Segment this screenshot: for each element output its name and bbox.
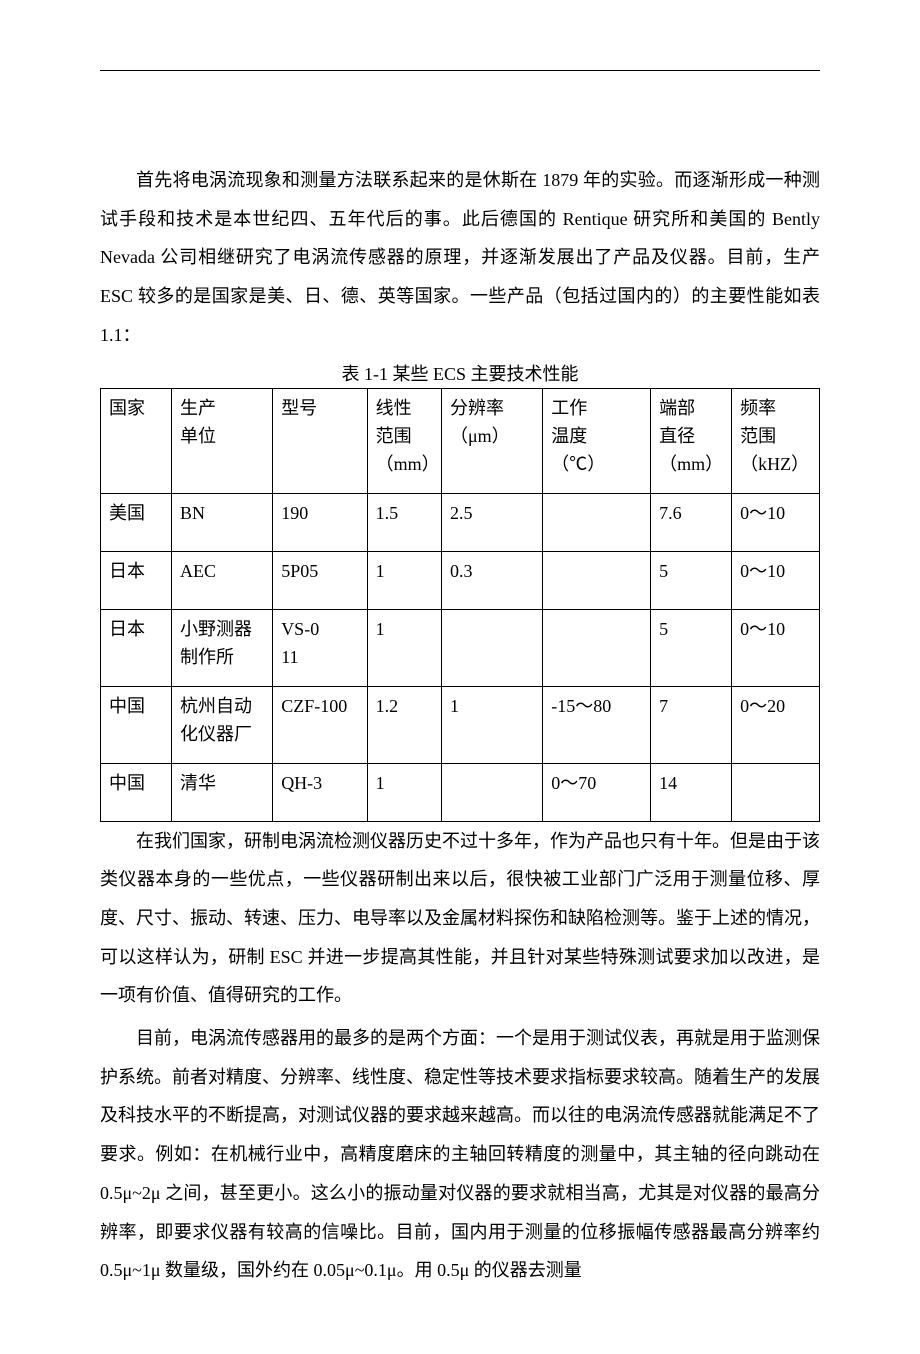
cell-temp [543, 494, 651, 552]
col-header-country: 国家 [101, 389, 172, 494]
table-header-row: 国家生产单位型号线性范围（mm）分辨率（μm）工作温度（℃）端部直径（mm）频率… [101, 389, 820, 494]
cell-range: 1 [367, 763, 441, 821]
table-row: 日本AEC5P0510.3 50～10 [101, 552, 820, 610]
col-header-range: 线性范围（mm） [367, 389, 441, 494]
table-header: 国家生产单位型号线性范围（mm）分辨率（μm）工作温度（℃）端部直径（mm）频率… [101, 389, 820, 494]
cell-tip: 5 [651, 610, 732, 687]
cell-res [442, 610, 543, 687]
col-header-tip: 端部直径（mm） [651, 389, 732, 494]
cell-model: QH-3 [273, 763, 367, 821]
col-header-model: 型号 [273, 389, 367, 494]
cell-temp [543, 610, 651, 687]
cell-country: 中国 [101, 763, 172, 821]
cell-tip: 14 [651, 763, 732, 821]
cell-temp: -15～80 [543, 686, 651, 763]
header-rule [100, 70, 820, 71]
cell-mfr: AEC [172, 552, 273, 610]
cell-res: 0.3 [442, 552, 543, 610]
table-caption: 表 1-1 某些 ECS 主要技术性能 [100, 360, 820, 386]
cell-range: 1 [367, 552, 441, 610]
ecs-spec-table: 国家生产单位型号线性范围（mm）分辨率（μm）工作温度（℃）端部直径（mm）频率… [100, 388, 820, 821]
table-row: 中国清华QH-31 0～7014 [101, 763, 820, 821]
cell-freq [732, 763, 820, 821]
cell-model: CZF-100 [273, 686, 367, 763]
cell-tip: 7 [651, 686, 732, 763]
table-row: 日本小野测器制作所VS-0111 50～10 [101, 610, 820, 687]
cell-freq: 0～10 [732, 552, 820, 610]
cell-range: 1.5 [367, 494, 441, 552]
table-row: 中国杭州自动化仪器厂CZF-1001.21-15～8070～20 [101, 686, 820, 763]
paragraph-2: 在我们国家，研制电涡流检测仪器历史不过十多年，作为产品也只有十年。但是由于该类仪… [100, 822, 820, 1015]
cell-freq: 0～10 [732, 494, 820, 552]
cell-res [442, 763, 543, 821]
paragraph-3: 目前，电涡流传感器用的最多的是两个方面：一个是用于测试仪表，再就是用于监测保护系… [100, 1019, 820, 1290]
cell-range: 1 [367, 610, 441, 687]
cell-country: 日本 [101, 610, 172, 687]
cell-freq: 0～10 [732, 610, 820, 687]
cell-res: 2.5 [442, 494, 543, 552]
col-header-temp: 工作温度（℃） [543, 389, 651, 494]
col-header-res: 分辨率（μm） [442, 389, 543, 494]
cell-mfr: BN [172, 494, 273, 552]
cell-tip: 7.6 [651, 494, 732, 552]
cell-mfr: 杭州自动化仪器厂 [172, 686, 273, 763]
paragraph-1: 首先将电涡流现象和测量方法联系起来的是休斯在 1879 年的实验。而逐渐形成一种… [100, 161, 820, 354]
cell-temp [543, 552, 651, 610]
cell-range: 1.2 [367, 686, 441, 763]
col-header-mfr: 生产单位 [172, 389, 273, 494]
cell-res: 1 [442, 686, 543, 763]
cell-model: 190 [273, 494, 367, 552]
cell-model: 5P05 [273, 552, 367, 610]
cell-mfr: 清华 [172, 763, 273, 821]
cell-tip: 5 [651, 552, 732, 610]
cell-country: 美国 [101, 494, 172, 552]
table-body: 美国BN1901.52.57.60～10日本AEC5P0510.350～10日本… [101, 494, 820, 822]
table-row: 美国BN1901.52.5 7.60～10 [101, 494, 820, 552]
page: 首先将电涡流现象和测量方法联系起来的是休斯在 1879 年的实验。而逐渐形成一种… [0, 0, 920, 1354]
cell-country: 中国 [101, 686, 172, 763]
cell-mfr: 小野测器制作所 [172, 610, 273, 687]
cell-country: 日本 [101, 552, 172, 610]
col-header-freq: 频率范围（kHZ） [732, 389, 820, 494]
cell-freq: 0～20 [732, 686, 820, 763]
cell-model: VS-011 [273, 610, 367, 687]
cell-temp: 0～70 [543, 763, 651, 821]
